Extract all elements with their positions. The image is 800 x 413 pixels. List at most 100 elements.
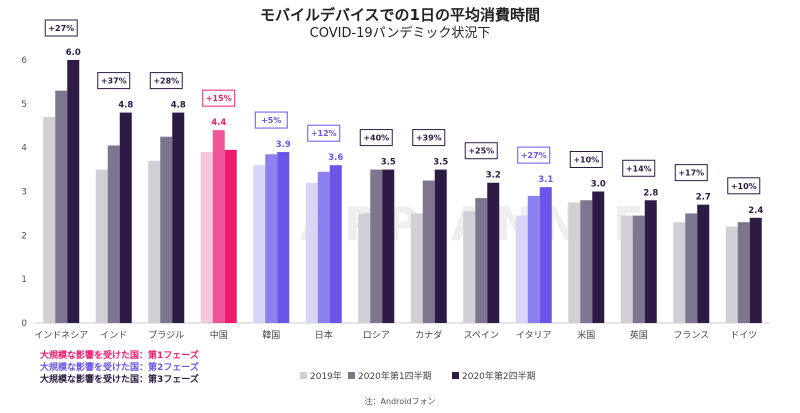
category-label: インド	[100, 331, 127, 341]
change-badge-label: +27%	[521, 151, 547, 160]
value-label: 3.1	[538, 175, 553, 185]
bar	[317, 171, 330, 323]
category-label: 日本	[315, 329, 333, 341]
change-badge	[149, 72, 183, 90]
bar	[160, 136, 173, 323]
value-label: 3.0	[591, 180, 606, 190]
change-badge-label: +39%	[416, 134, 442, 143]
change-badge-label: +12%	[311, 129, 337, 138]
category-label: 英国	[630, 329, 648, 341]
change-badge	[44, 19, 78, 37]
y-tick-label: 1	[21, 275, 27, 285]
phase-notes: 大規模な影響を受けた国：第1フェーズ大規模な影響を受けた国：第2フェーズ大規模な…	[40, 349, 199, 385]
category-label: カナダ	[415, 329, 442, 341]
bar	[515, 215, 528, 323]
legend-label: 2019年	[310, 370, 342, 382]
chart-subtitle: COVID-19パンデミック状況下	[310, 25, 491, 41]
change-badge	[359, 129, 393, 147]
value-label: 3.5	[433, 158, 448, 168]
bar	[67, 60, 80, 323]
legend-swatch	[300, 372, 307, 379]
value-label: 3.5	[381, 158, 396, 168]
y-tick-label: 2	[21, 231, 27, 241]
change-badge	[569, 151, 603, 168]
category-label: 韓国	[262, 330, 280, 341]
y-tick-label: 0	[21, 319, 27, 329]
bar	[55, 90, 68, 323]
legend-label: 2020年第1四半期	[358, 370, 432, 382]
bar	[253, 165, 266, 323]
legend-swatch	[452, 372, 459, 379]
category-label: ロシア	[363, 331, 390, 341]
bar	[265, 154, 278, 323]
bar	[749, 217, 762, 323]
change-badge-label: +10%	[731, 182, 757, 191]
bars-layer: 6.0 4.8 4.8 4.4 3.9 3.6 3.5 3.5 3.2 3.1 3.0 2.8 2.7 2…	[43, 48, 763, 323]
bar	[224, 149, 237, 323]
badges-layer: +27% +37% +28% +15% +5% +12% +40% +39% +25% +27% +…	[44, 19, 761, 195]
category-label: イタリア	[516, 330, 552, 341]
change-badge	[412, 129, 446, 147]
bar	[463, 211, 476, 323]
bar	[592, 191, 605, 323]
change-badge	[97, 72, 131, 90]
change-badge-label: +5%	[261, 116, 281, 125]
category-label: 米国	[577, 329, 595, 341]
category-label: インドネシア	[34, 330, 88, 341]
bar	[737, 222, 750, 323]
change-badge-label: +25%	[468, 147, 494, 156]
value-label: 3.2	[486, 171, 501, 181]
bar	[725, 226, 738, 323]
value-label: 4.8	[118, 101, 133, 111]
bar	[644, 200, 657, 323]
bar	[172, 112, 185, 323]
phase-note: 大規模な影響を受けた国：第2フェーズ	[40, 361, 199, 373]
bar	[212, 130, 225, 323]
bar	[673, 222, 686, 323]
category-label: 中国	[210, 329, 228, 341]
change-badge-label: +40%	[363, 134, 389, 143]
bar	[277, 152, 290, 323]
y-tick-label: 3	[21, 188, 27, 198]
change-badge-label: +37%	[101, 77, 127, 86]
change-badge	[254, 111, 288, 129]
change-badge	[307, 124, 341, 142]
bar	[200, 152, 213, 323]
value-label: 2.7	[696, 193, 711, 203]
bar	[632, 215, 645, 323]
legend-swatch	[348, 372, 355, 379]
value-label: 4.4	[211, 118, 226, 128]
bar	[527, 195, 540, 323]
change-badge	[202, 89, 236, 107]
change-badge	[674, 164, 708, 182]
category-label: フランス	[673, 330, 709, 341]
value-label: 3.6	[328, 153, 343, 163]
x-axis-labels: インドネシア インド ブラジル 中国 韓国 日本 ロシア カナダ スペイン イタリア 米国 英国 フラン…	[34, 329, 757, 341]
bar	[410, 213, 423, 323]
category-label: スペイン	[464, 331, 499, 341]
phase-note: 大規模な影響を受けた国：第1フェーズ	[40, 349, 199, 361]
y-tick-label: 5	[21, 100, 27, 110]
bar	[685, 213, 698, 323]
change-badge-label: +14%	[626, 164, 652, 173]
bar	[305, 182, 318, 323]
change-badge	[622, 159, 656, 177]
y-tick-label: 6	[21, 56, 27, 66]
change-badge	[464, 142, 498, 160]
bar	[43, 116, 56, 323]
change-badge-label: +15%	[206, 94, 232, 103]
bar	[382, 169, 395, 323]
value-label: 3.9	[276, 140, 291, 150]
bar	[580, 200, 593, 323]
bar	[358, 213, 371, 323]
bar	[539, 187, 552, 323]
change-badge-label: +27%	[48, 24, 74, 33]
change-badge-label: +28%	[153, 77, 179, 86]
bar	[487, 182, 500, 323]
bar	[148, 160, 161, 323]
bar	[697, 204, 710, 323]
category-label: ブラジル	[148, 329, 184, 341]
bar	[370, 169, 383, 323]
chart-title: モバイルデバイスでの1日の平均消費時間	[260, 6, 540, 24]
